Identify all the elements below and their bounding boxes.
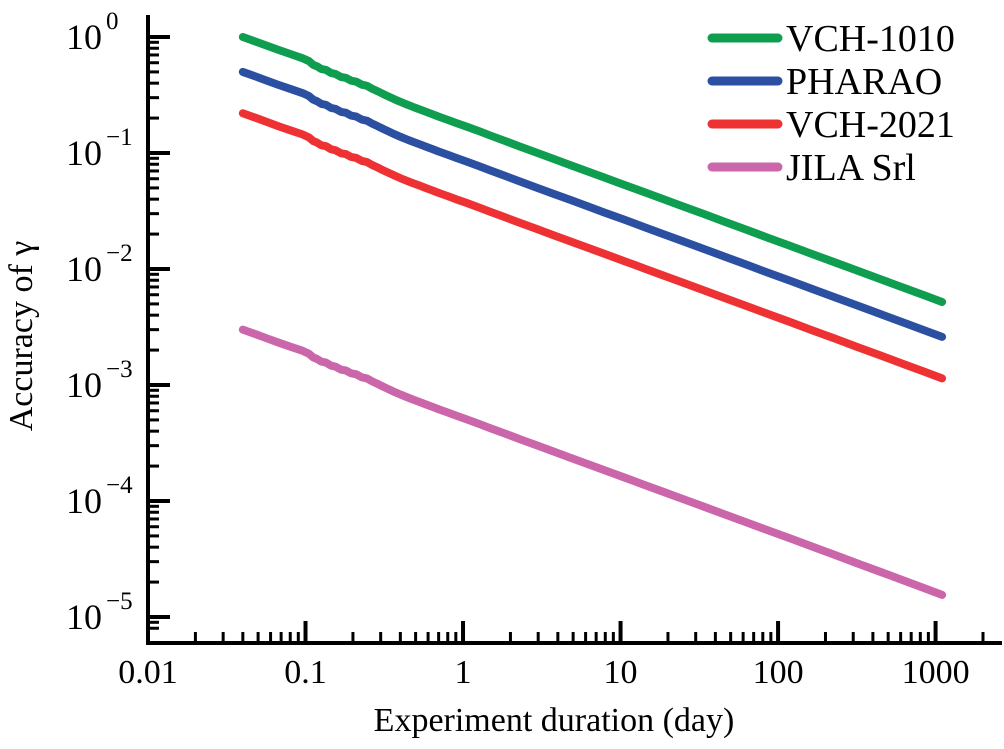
legend-item[interactable]: PHARAO xyxy=(707,61,942,103)
y-tick-mantissa: 10 xyxy=(66,481,102,521)
axes-group xyxy=(146,15,1002,645)
legend-item[interactable]: VCH-1010 xyxy=(707,18,955,60)
y-tick-label: 10 −1 xyxy=(66,124,133,173)
y-tick-mantissa: 10 xyxy=(66,133,102,173)
y-tick-exponent: 0 xyxy=(106,8,119,35)
y-tick-label: 10 −2 xyxy=(66,240,133,289)
y-tick-mantissa: 10 xyxy=(66,249,102,289)
y-axis-title: Accuracy of γ xyxy=(3,241,40,432)
x-axis-title: Experiment duration (day) xyxy=(374,702,735,739)
y-tick-exponent: −4 xyxy=(106,472,133,499)
y-tick-exponent: −1 xyxy=(106,124,133,151)
y-tick-exponent: −5 xyxy=(106,588,133,615)
x-tick-label: 10 xyxy=(604,654,638,691)
y-tick-mantissa: 10 xyxy=(66,597,102,637)
y-tick-label: 10 −4 xyxy=(66,472,133,521)
y-tick-label: 10 −5 xyxy=(66,588,133,637)
series-line-jila-srl xyxy=(238,325,947,599)
legend-item[interactable]: JILA Srl xyxy=(707,147,916,189)
series-line-pharao xyxy=(238,67,947,341)
y-tick-mantissa: 10 xyxy=(66,365,102,405)
x-tick-label: 0.01 xyxy=(118,654,178,691)
series-line-vch-2021 xyxy=(238,109,947,383)
x-tick-label: 0.1 xyxy=(284,654,327,691)
legend-label: VCH-2021 xyxy=(786,104,955,146)
legend-label: PHARAO xyxy=(786,61,942,103)
x-axis-tick-labels: 0.01 0.1 1 10 100 1000 xyxy=(118,654,969,691)
data-curves-group xyxy=(238,33,947,599)
x-tick-label: 1 xyxy=(455,654,472,691)
y-tick-exponent: −3 xyxy=(106,356,133,383)
y-tick-label: 10 0 xyxy=(66,8,119,57)
y-tick-exponent: −2 xyxy=(106,240,133,267)
y-tick-mantissa: 10 xyxy=(66,17,102,57)
legend-label: JILA Srl xyxy=(786,147,916,189)
x-tick-label: 1000 xyxy=(902,654,970,691)
y-tick-label: 10 −3 xyxy=(66,356,133,405)
x-tick-label: 100 xyxy=(753,654,804,691)
legend-item[interactable]: VCH-2021 xyxy=(707,104,955,146)
series-line-vch-1010 xyxy=(238,33,947,306)
legend-label: VCH-1010 xyxy=(786,18,955,60)
